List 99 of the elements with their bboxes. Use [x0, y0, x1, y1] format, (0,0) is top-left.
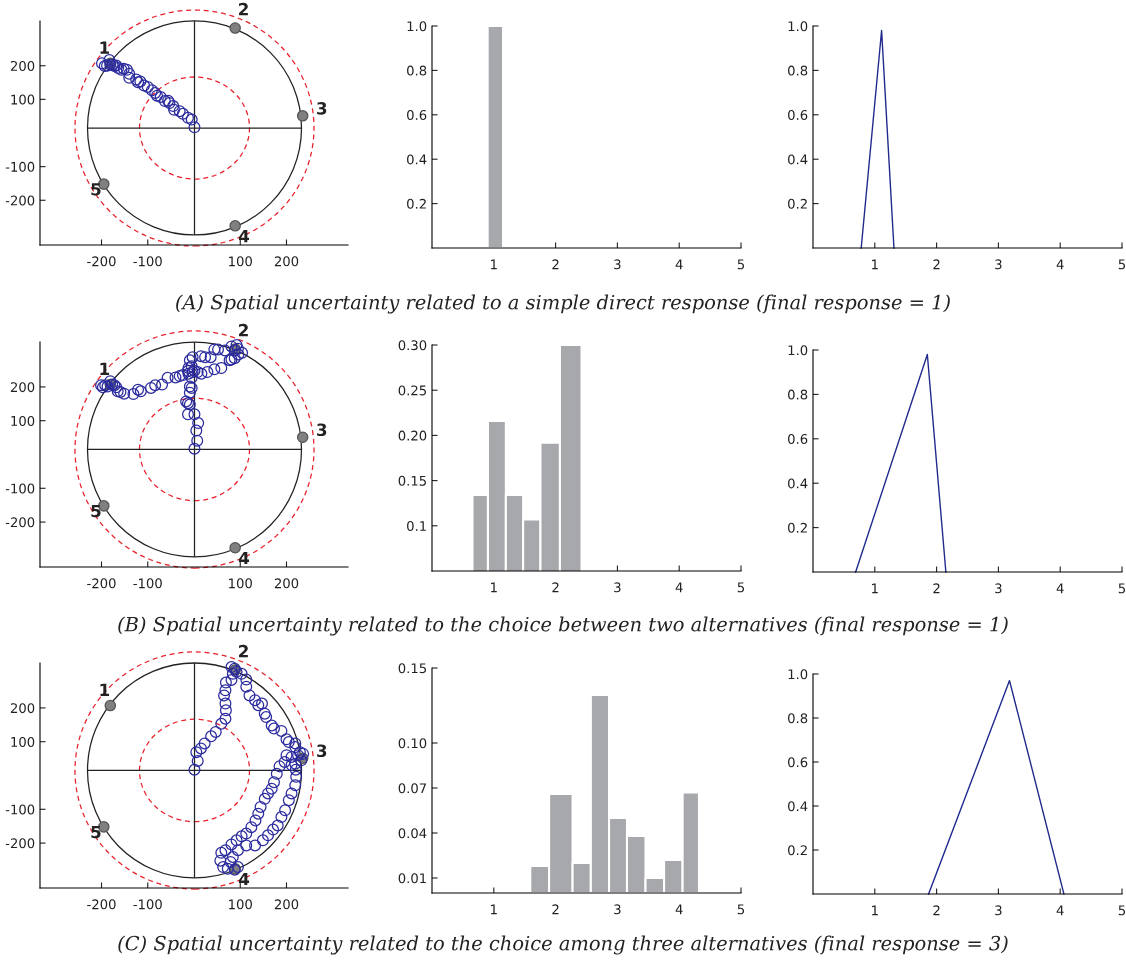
- y-tick-label: 0.8: [788, 389, 808, 400]
- annotation: 3: [317, 423, 327, 437]
- y-tick-label: 0.15: [398, 663, 426, 674]
- annotation: 5: [91, 825, 101, 839]
- x-tick-label: 1: [491, 582, 497, 593]
- annotation: 3: [317, 744, 327, 758]
- y-tick-label: 0.4: [788, 801, 808, 812]
- y-tick-label: 200: [10, 60, 35, 71]
- annotation: 3: [317, 102, 327, 115]
- x-tick-label: 5: [737, 582, 745, 593]
- y-tick-label: 0.25: [398, 385, 426, 396]
- y-tick-label: 200: [10, 703, 35, 714]
- x-tick-label: 2: [933, 259, 940, 270]
- y-tick-label: 200: [10, 382, 35, 393]
- y-tick-label: 0.01: [398, 873, 426, 884]
- text: (C) Spatial uncertainty related to the choice among three alternatives (final response = 3): [118, 935, 1008, 955]
- x-tick-label: -200: [87, 256, 116, 267]
- x-tick-label: 100: [229, 578, 252, 589]
- text: (B) Spatial uncertainty related to the choice between two alternatives (final response = 1): [118, 616, 1008, 636]
- x-tick-label: 1: [491, 904, 497, 915]
- x-tick-label: 200: [274, 578, 299, 589]
- y-tick-label: 0.4: [788, 478, 808, 489]
- y-tick-label: 0.6: [788, 434, 808, 444]
- x-tick-label: 2: [552, 582, 559, 593]
- y-tick-label: 0.1: [407, 521, 426, 531]
- y-tick-label: 0.6: [788, 110, 808, 120]
- y-tick-label: 0.6: [407, 110, 427, 120]
- x-tick-label: 200: [274, 256, 299, 267]
- y-tick-label: -200: [5, 838, 35, 849]
- y-tick-label: 0.2: [407, 198, 426, 209]
- y-tick-label: 0.2: [788, 198, 807, 209]
- x-tick-label: 2: [933, 583, 940, 594]
- x-tick-label: 2: [552, 259, 559, 270]
- annotation: 1: [100, 362, 110, 375]
- y-tick-label: 0.8: [788, 65, 808, 76]
- x-tick-label: 1: [872, 583, 878, 594]
- x-tick-label: 4: [1056, 905, 1064, 916]
- x-tick-label: 100: [229, 256, 252, 267]
- x-tick-label: 1: [872, 905, 878, 916]
- y-tick-label: 0.4: [788, 154, 808, 165]
- x-tick-label: 4: [675, 582, 683, 593]
- y-tick-label: 0.20: [398, 430, 427, 441]
- y-tick-label: 1.0: [407, 21, 427, 32]
- x-tick-label: 1: [872, 259, 878, 270]
- annotation: 2: [239, 323, 248, 337]
- annotation: 1: [100, 683, 110, 696]
- annotation: 1: [100, 41, 110, 54]
- y-tick-label: 0.6: [788, 757, 808, 768]
- x-tick-label: -100: [133, 578, 162, 589]
- x-tick-label: 5: [1118, 259, 1126, 270]
- x-tick-label: -200: [87, 578, 116, 589]
- y-tick-label: 0.04: [398, 828, 427, 839]
- x-tick-label: 200: [274, 899, 299, 910]
- annotation: 5: [91, 504, 101, 518]
- y-tick-label: -100: [5, 483, 35, 494]
- y-tick-label: 100: [11, 415, 35, 426]
- annotation: 2: [239, 2, 248, 16]
- y-tick-label: -100: [5, 804, 35, 815]
- x-tick-label: 3: [995, 259, 1002, 270]
- y-tick-label: 1.0: [788, 669, 808, 680]
- x-tick-label: -100: [133, 256, 162, 267]
- y-tick-label: 0.8: [407, 65, 427, 76]
- y-tick-label: 0.2: [788, 522, 807, 533]
- x-tick-label: -100: [133, 899, 162, 910]
- x-tick-label: 1: [491, 259, 497, 270]
- x-tick-label: 5: [1118, 905, 1126, 916]
- x-tick-label: 4: [675, 904, 683, 915]
- y-tick-label: 100: [11, 94, 35, 105]
- y-tick-label: -200: [5, 517, 35, 528]
- x-tick-label: 5: [737, 904, 745, 915]
- y-tick-label: 0.2: [788, 845, 807, 856]
- x-tick-label: 3: [614, 259, 621, 270]
- y-tick-label: 0.30: [398, 340, 427, 351]
- text: (A) Spatial uncertainty related to a simple direct response (final response = 1): [176, 294, 950, 314]
- x-tick-label: 3: [614, 904, 621, 915]
- x-tick-label: 4: [675, 259, 683, 270]
- y-tick-label: 0.07: [398, 783, 427, 794]
- y-tick-label: -200: [5, 195, 35, 206]
- x-tick-label: 4: [1056, 259, 1064, 270]
- y-tick-label: 0.4: [407, 154, 427, 165]
- y-tick-label: -100: [5, 161, 35, 172]
- x-tick-label: 2: [933, 905, 940, 916]
- annotation: 2: [239, 644, 248, 658]
- x-tick-label: 5: [737, 259, 745, 270]
- y-tick-label: 100: [11, 736, 35, 747]
- x-tick-label: 3: [995, 583, 1002, 594]
- x-tick-label: 4: [1056, 583, 1064, 594]
- x-tick-label: 100: [229, 899, 252, 910]
- y-tick-label: 1.0: [788, 345, 808, 356]
- y-tick-label: 0.15: [398, 475, 426, 486]
- y-tick-label: 0.10: [398, 738, 427, 749]
- annotation: 5: [91, 183, 101, 196]
- y-tick-label: 0.8: [788, 713, 808, 724]
- x-tick-label: 5: [1118, 583, 1126, 594]
- x-tick-label: 2: [552, 904, 559, 915]
- y-tick-label: 1.0: [788, 21, 808, 32]
- x-tick-label: 3: [995, 905, 1002, 916]
- x-tick-label: 3: [614, 582, 621, 593]
- x-tick-label: -200: [87, 899, 116, 910]
